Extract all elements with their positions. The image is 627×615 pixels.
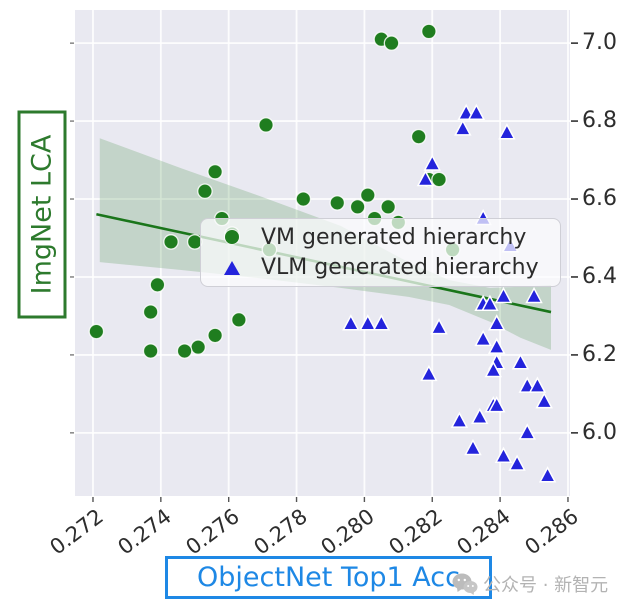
vlm-point	[511, 353, 530, 370]
vlm-point	[420, 364, 438, 382]
vlm-point	[525, 286, 543, 304]
vlm-point	[518, 423, 537, 440]
vlm-point	[454, 119, 472, 136]
vlm-point	[528, 376, 547, 393]
vm-point	[142, 343, 159, 359]
vm-point	[142, 304, 159, 320]
vlm-point	[474, 329, 492, 347]
vm-point	[207, 163, 223, 180]
vm-point	[431, 171, 447, 188]
x-axis-label-box: ObjectNet Top1 Acc	[165, 556, 492, 599]
watermark-text: 公众号 · 新智元	[483, 575, 609, 596]
vm-point	[380, 198, 396, 215]
legend-label-vlm: VLM generated hierarchy	[261, 255, 539, 281]
vm-point	[88, 323, 105, 340]
vlm-point	[494, 286, 513, 304]
vm-point	[207, 327, 223, 344]
wechat-icon	[452, 573, 478, 595]
x-axis-label: ObjectNet Top1 Acc	[197, 562, 460, 593]
vm-point	[295, 191, 312, 207]
vm-point	[410, 128, 427, 145]
vlm-point	[471, 407, 489, 425]
vm-point	[163, 234, 179, 250]
vlm-point	[538, 466, 557, 483]
vlm-point	[464, 438, 482, 456]
legend: VM generated hierarchy VLM generated hie…	[200, 218, 561, 287]
vlm-point	[487, 337, 506, 354]
vlm-point	[372, 314, 391, 331]
legend-row-vlm: VLM generated hierarchy	[215, 254, 560, 283]
y-axis-label-box: ImgNet LCA	[17, 110, 67, 319]
legend-row-vm: VM generated hierarchy	[215, 223, 560, 252]
legend-circle-marker-icon	[215, 230, 249, 245]
vlm-point	[450, 411, 469, 428]
vm-point	[231, 311, 247, 328]
vlm-point	[487, 314, 506, 331]
vm-point	[176, 343, 193, 359]
vm-point	[190, 339, 207, 355]
vm-point	[421, 23, 437, 40]
vlm-point	[467, 103, 486, 121]
y-axis-label: ImgNet LCA	[26, 134, 58, 295]
vlm-point	[342, 314, 360, 331]
vm-point	[149, 276, 166, 293]
vlm-point	[508, 454, 526, 471]
vlm-point	[359, 314, 377, 331]
vlm-point	[423, 154, 442, 171]
vlm-point	[481, 294, 499, 311]
vm-point	[329, 195, 346, 211]
watermark: 公众号 · 新智元	[452, 571, 608, 597]
vm-point	[383, 35, 400, 51]
vm-point	[359, 187, 376, 203]
vm-point	[258, 117, 274, 133]
vlm-point	[484, 360, 503, 378]
vm-point	[349, 198, 366, 215]
legend-triangle-marker-icon	[215, 260, 249, 275]
vlm-point	[416, 169, 435, 187]
vlm-point	[535, 392, 553, 409]
vlm-point	[487, 395, 506, 413]
legend-label-vm: VM generated hierarchy	[261, 224, 527, 250]
vm-point	[197, 183, 213, 200]
vlm-point	[498, 123, 516, 140]
vlm-point	[494, 446, 513, 463]
vlm-point	[430, 318, 448, 335]
